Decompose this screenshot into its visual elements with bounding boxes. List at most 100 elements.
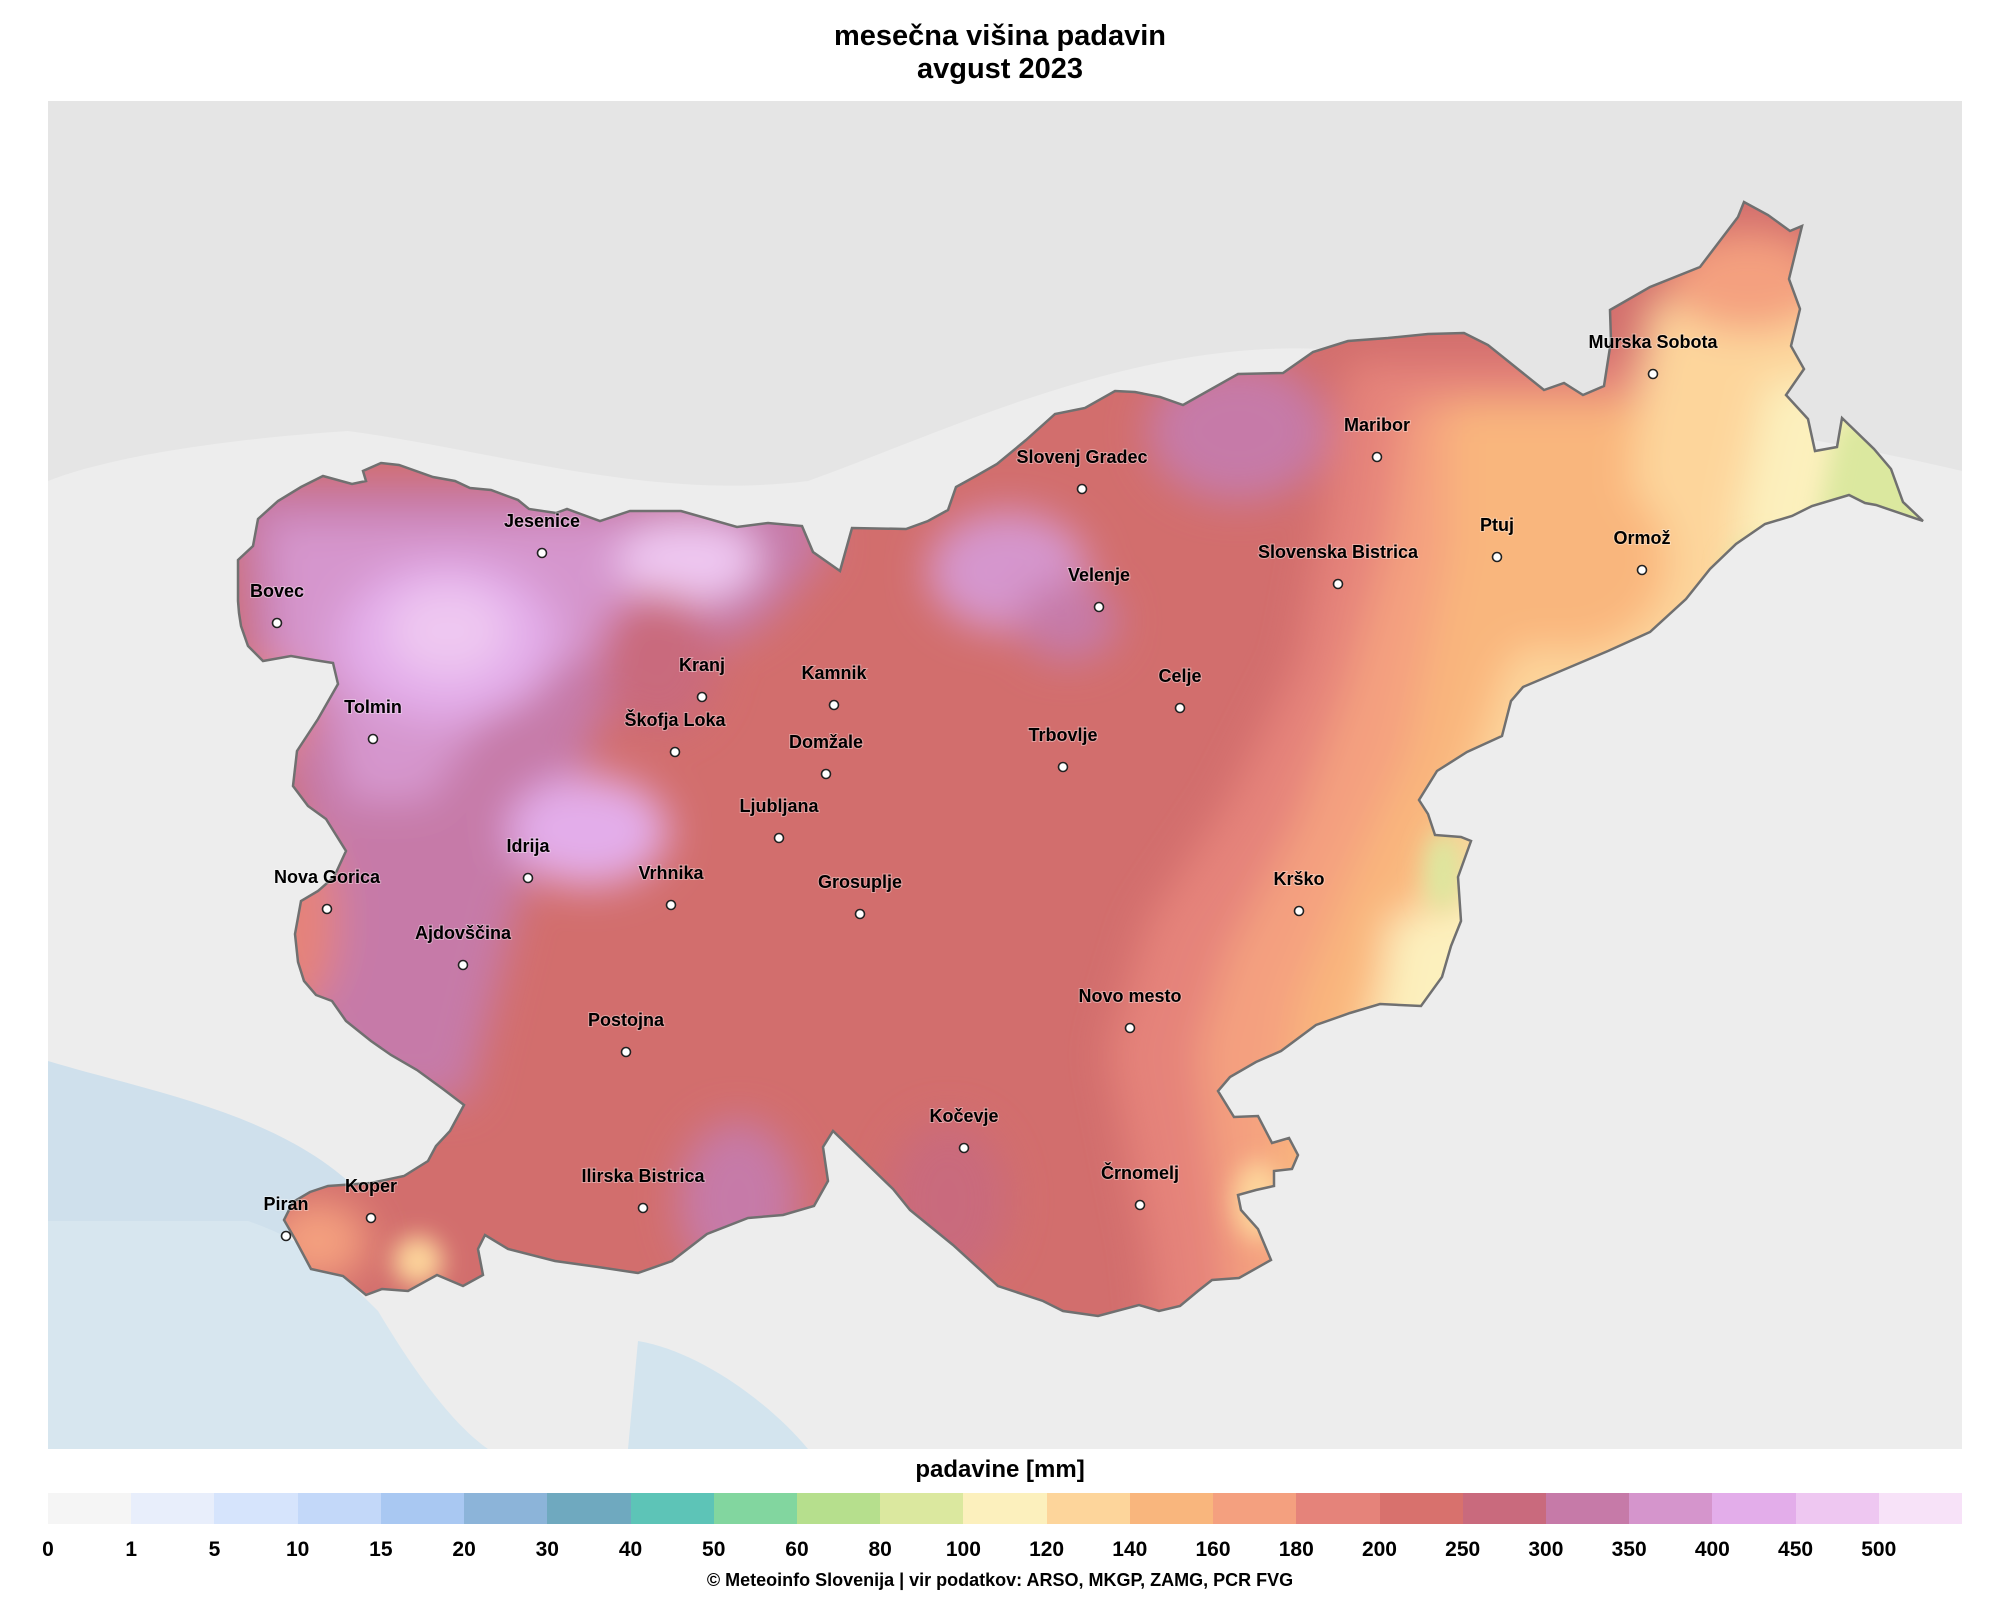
map-title: mesečna višina padavin [833, 20, 1167, 52]
city-label: Tolmin [344, 697, 402, 717]
legend-swatch [547, 1493, 631, 1524]
city-label: Ormož [1613, 528, 1670, 548]
city-label: Bovec [250, 581, 304, 601]
city-label: Ptuj [1480, 515, 1514, 535]
city-dot [1371, 451, 1383, 463]
city-label: Grosuplje [818, 872, 902, 892]
city-label: Škofja Loka [624, 709, 726, 730]
city-dot [367, 733, 379, 745]
legend-tick-label: 100 [945, 1538, 981, 1561]
city-marker: Celje [1157, 665, 1203, 714]
city-markers: Jesenice Bovec Kranj Kamnik Tolmin Škofja Lok… [249, 331, 1719, 1242]
legend-tick-label: 15 [369, 1538, 393, 1561]
city-marker: Ptuj [1479, 514, 1515, 563]
city-marker: Slovenj Gradec [1015, 446, 1149, 495]
city-dot [696, 691, 708, 703]
city-label: Celje [1158, 666, 1201, 686]
city-dot [773, 832, 785, 844]
city-marker: Nova Gorica [273, 866, 382, 915]
city-label: Idrija [506, 836, 550, 856]
city-marker: Vrhnika [637, 862, 706, 911]
city-marker: Ajdovščina [414, 922, 513, 971]
city-label: Velenje [1068, 565, 1130, 585]
city-marker: Ormož [1612, 527, 1672, 576]
city-marker: Kranj [678, 654, 726, 703]
legend-swatch [1462, 1493, 1546, 1524]
city-marker: Idrija [505, 835, 551, 884]
legend-tick-label: 60 [785, 1538, 809, 1561]
city-dot [1332, 578, 1344, 590]
city-marker: Domžale [788, 731, 864, 780]
legend-swatch [1046, 1493, 1130, 1524]
city-dot [457, 959, 469, 971]
map-subtitle: avgust 2023 [916, 53, 1084, 85]
city-marker: Kočevje [928, 1105, 1000, 1154]
legend-tick-label: 0 [42, 1538, 54, 1561]
city-label: Postojna [588, 1010, 665, 1030]
city-label: Domžale [789, 732, 863, 752]
city-label: Črnomelj [1101, 1162, 1179, 1183]
legend-swatch [713, 1493, 797, 1524]
city-dot [620, 1046, 632, 1058]
city-marker: Bovec [249, 580, 305, 629]
city-marker: Piran [262, 1193, 310, 1242]
city-dot [637, 1202, 649, 1214]
legend-tick-label: 20 [452, 1538, 476, 1561]
city-label: Piran [263, 1194, 308, 1214]
legend-swatch [297, 1493, 381, 1524]
city-marker: Slovenska Bistrica [1257, 541, 1420, 590]
city-dot [820, 768, 832, 780]
city-marker: Koper [344, 1175, 398, 1224]
legend-tick-label: 80 [868, 1538, 892, 1561]
legend-tick-label: 180 [1278, 1538, 1314, 1561]
legend-tick-label: 50 [702, 1538, 726, 1561]
legend-ticks: 0 1 5 10 15 20 30 40 50 60 80 100 120 140 160 180 200 250… [0, 1538, 2000, 1566]
legend-swatch [380, 1493, 465, 1524]
city-marker: Novo mesto [1077, 985, 1183, 1034]
city-dot [1134, 1199, 1146, 1211]
city-marker: Grosuplje [817, 871, 903, 920]
city-label: Koper [345, 1176, 397, 1196]
city-label: Ilirska Bistrica [581, 1166, 705, 1186]
city-dot [665, 899, 677, 911]
city-marker: Črnomelj [1100, 1161, 1180, 1211]
city-label: Kranj [679, 655, 725, 675]
legend-swatch [630, 1493, 714, 1524]
city-dot [854, 908, 866, 920]
city-label: Kamnik [801, 663, 867, 683]
legend-swatch [1712, 1493, 1796, 1524]
city-marker: Trbovlje [1027, 724, 1099, 773]
city-marker: Ilirska Bistrica [580, 1165, 707, 1214]
city-dot [1076, 483, 1088, 495]
legend-swatch [1379, 1493, 1463, 1524]
city-marker: Velenje [1067, 564, 1131, 613]
city-dot [669, 746, 681, 758]
legend-tick-label: 5 [208, 1538, 221, 1561]
precipitation-map: Jesenice Bovec Kranj Kamnik Tolmin Škofja Lok… [48, 101, 1962, 1449]
city-dot [365, 1212, 377, 1224]
city-marker: Škofja Loka [623, 708, 728, 758]
city-marker: Krško [1272, 868, 1326, 917]
legend-tick-label: 140 [1112, 1538, 1148, 1561]
city-marker: Postojna [587, 1009, 666, 1058]
city-label: Vrhnika [638, 863, 704, 883]
legend-swatch [1795, 1493, 1879, 1524]
city-dot [1636, 564, 1648, 576]
city-dot [280, 1230, 292, 1242]
legend-swatch [464, 1493, 548, 1524]
footer-credit: © Meteoinfo Slovenija | vir podatkov: AR… [706, 1570, 1294, 1590]
legend-tick-label: 400 [1694, 1538, 1730, 1561]
city-marker: Maribor [1343, 414, 1411, 463]
legend-tick-label: 350 [1611, 1538, 1647, 1561]
legend-tick-label: 450 [1778, 1538, 1814, 1561]
city-label: Murska Sobota [1588, 332, 1718, 352]
city-label: Trbovlje [1028, 725, 1097, 745]
legend-tick-label: 500 [1861, 1538, 1897, 1561]
city-marker: Ljubljana [738, 795, 820, 844]
legend-tick-label: 40 [618, 1538, 643, 1561]
legend-swatch [1545, 1493, 1630, 1524]
legend-title: padavine [mm] [915, 1456, 1085, 1483]
city-marker: Murska Sobota [1587, 331, 1719, 380]
legend-tick-label: 30 [535, 1538, 559, 1561]
city-dot [271, 617, 283, 629]
